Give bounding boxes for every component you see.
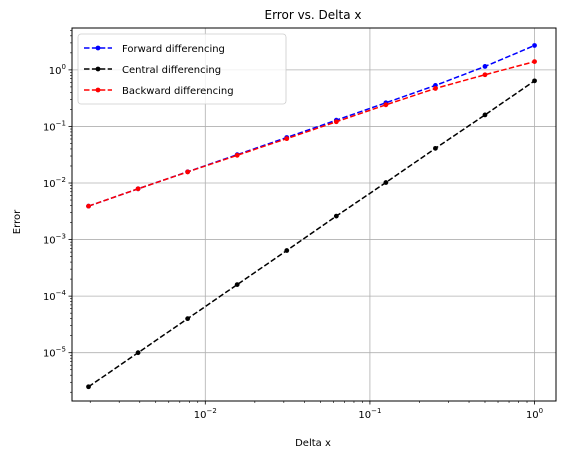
series-lines bbox=[86, 43, 537, 390]
central-differencing-line bbox=[88, 80, 535, 388]
y-axis-label: Error bbox=[12, 209, 23, 234]
x-tick-label: 10−1 bbox=[358, 407, 381, 421]
backward-differencing-point bbox=[433, 86, 438, 91]
legend-marker-forward-differencing bbox=[95, 45, 101, 51]
chart-title: Error vs. Delta x bbox=[265, 8, 362, 22]
backward-differencing-point bbox=[532, 59, 537, 65]
central-differencing-point bbox=[532, 78, 537, 84]
y-tick-label: 10−2 bbox=[43, 176, 66, 190]
backward-differencing-point bbox=[86, 203, 91, 209]
legend-box bbox=[77, 33, 287, 105]
y-tick-label: 100 bbox=[49, 63, 66, 77]
y-tick-label: 10−3 bbox=[43, 233, 66, 247]
y-tick-label: 10−4 bbox=[43, 289, 67, 303]
central-differencing-point bbox=[185, 316, 191, 322]
backward-differencing-line bbox=[88, 60, 535, 207]
x-tick-label: 100 bbox=[526, 407, 543, 421]
backward-differencing-point bbox=[234, 152, 240, 158]
backward-differencing-point bbox=[185, 169, 191, 175]
x-tick-label: 10−2 bbox=[194, 407, 217, 421]
legend: Forward differencing Central differencing… bbox=[77, 33, 287, 105]
backward-differencing-point bbox=[383, 102, 389, 108]
y-tick-label: 10−5 bbox=[43, 346, 66, 360]
plot-frame bbox=[71, 27, 557, 402]
central-differencing-point bbox=[234, 282, 240, 287]
backward-differencing-point bbox=[284, 136, 290, 142]
backward-differencing-point bbox=[482, 72, 488, 78]
ticks: 10−2 10−1 100 10−5 10−4 10−3 10−2 10−1 100 bbox=[43, 30, 543, 421]
legend-label-central-differencing: Central differencing bbox=[122, 65, 221, 76]
central-differencing-point bbox=[86, 384, 91, 390]
central-differencing-point bbox=[284, 248, 290, 253]
central-differencing-point bbox=[333, 213, 339, 219]
central-differencing-point bbox=[482, 112, 488, 118]
legend-label-forward-differencing: Forward differencing bbox=[122, 44, 225, 55]
backward-differencing-point bbox=[135, 186, 141, 192]
central-differencing-point bbox=[135, 350, 141, 356]
forward-differencing-point bbox=[532, 43, 537, 48]
x-axis-label: Delta x bbox=[295, 438, 331, 449]
legend-label-backward-differencing: Backward differencing bbox=[122, 86, 234, 97]
backward-differencing-point bbox=[333, 119, 339, 125]
forward-differencing-point bbox=[482, 64, 488, 69]
legend-marker-central-differencing bbox=[95, 66, 101, 72]
central-differencing-point bbox=[383, 180, 389, 185]
y-tick-label: 10−1 bbox=[43, 119, 66, 133]
central-differencing-point bbox=[433, 145, 438, 151]
legend-marker-backward-differencing bbox=[95, 87, 101, 93]
